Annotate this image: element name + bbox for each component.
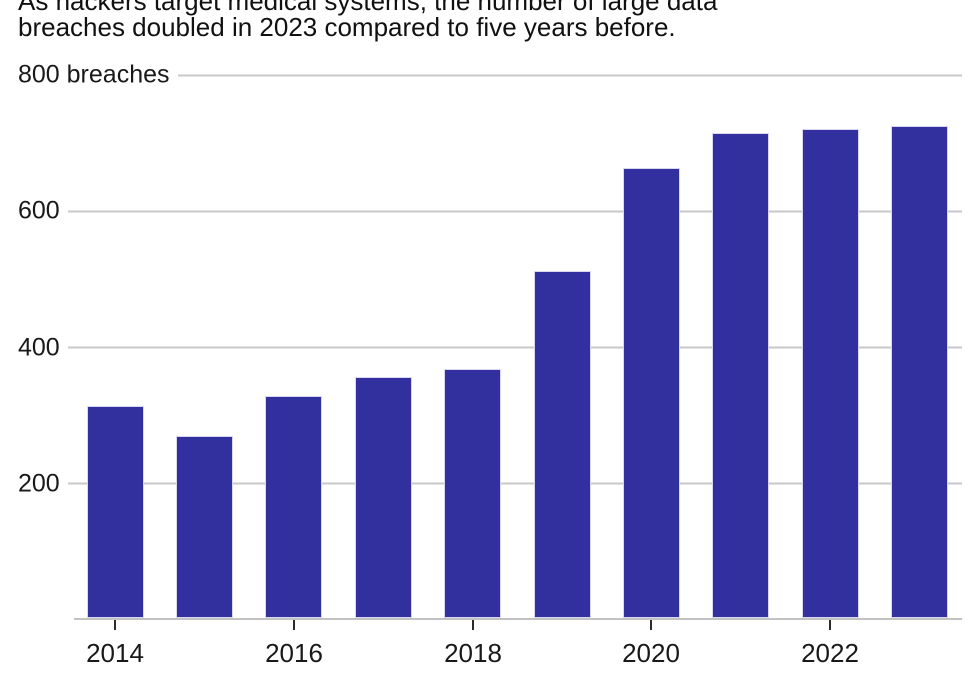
y-axis-label-200: 200	[18, 469, 60, 498]
bar-2022	[802, 129, 859, 618]
bar-2015	[176, 436, 233, 618]
bar-2023	[891, 126, 948, 618]
gridline-row-800: 800 breaches	[18, 61, 962, 90]
gridline	[67, 346, 962, 349]
bar-2020	[623, 168, 680, 618]
bar-2018	[444, 369, 501, 618]
y-axis-label-400: 400	[18, 333, 60, 361]
y-axis-label-800: 800 breaches	[18, 60, 170, 89]
gridline-row-200: 200	[18, 469, 962, 498]
x-axis-label-2014: 2014	[86, 638, 144, 668]
bar-2021	[712, 133, 769, 618]
gridline	[67, 210, 962, 213]
bar-2019	[534, 271, 591, 618]
gridline	[67, 482, 962, 485]
x-axis-tick-2020	[650, 620, 652, 630]
x-axis-tick-2018	[472, 620, 474, 630]
x-axis-label-2016: 2016	[265, 638, 323, 668]
bar-2016	[265, 396, 322, 618]
gridline-row-400: 400	[18, 333, 962, 362]
bar-2017	[355, 377, 412, 618]
gridline	[177, 74, 962, 76]
gridline-row-600: 600	[18, 197, 962, 226]
x-axis-tick-2016	[293, 620, 295, 630]
bar-2014	[87, 406, 144, 618]
chart-title-line1: As hackers target medical systems, the n…	[18, 0, 718, 16]
y-axis-label-600: 600	[18, 196, 60, 225]
chart-title-line2: breaches doubled in 2023 compared to fiv…	[18, 12, 676, 42]
x-axis-label-2022: 2022	[801, 638, 859, 668]
x-axis-line	[74, 618, 962, 620]
x-axis-tick-2014	[114, 620, 116, 630]
x-axis-label-2020: 2020	[622, 638, 680, 668]
chart-title: As hackers target medical systems, the n…	[18, 0, 962, 40]
x-axis-label-2018: 2018	[444, 638, 502, 668]
x-axis-tick-2022	[829, 620, 831, 630]
